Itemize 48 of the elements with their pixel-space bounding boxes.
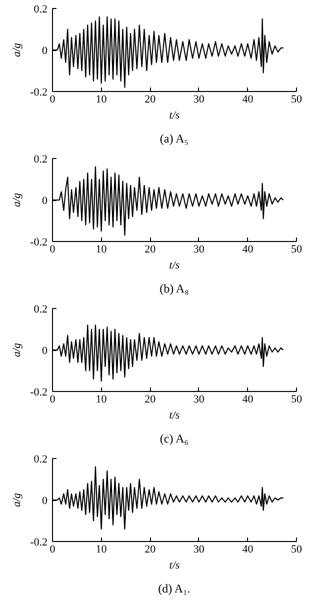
y-tick-label: -0.2 bbox=[30, 86, 48, 98]
x-tick-label: 50 bbox=[291, 394, 302, 406]
x-tick-label: 0 bbox=[50, 94, 56, 106]
y-tick-label: -0.2 bbox=[30, 386, 48, 398]
y-tick-label: 0.2 bbox=[34, 304, 48, 316]
x-tick-label: 50 bbox=[291, 94, 302, 106]
x-tick-label: 0 bbox=[50, 244, 56, 256]
y-tick-label: 0.2 bbox=[34, 454, 48, 466]
text: (b) A₈ bbox=[160, 282, 189, 296]
x-tick-label: 40 bbox=[242, 94, 254, 106]
x-axis-title: t/s bbox=[169, 260, 180, 272]
x-tick-label: 50 bbox=[291, 544, 302, 556]
x-tick-label: 0 bbox=[50, 544, 56, 556]
y-tick-label: 0 bbox=[42, 345, 48, 357]
y-axis-title: a/g bbox=[11, 342, 24, 358]
y-axis-title: a/g bbox=[11, 42, 24, 58]
x-tick-label: 20 bbox=[144, 244, 156, 256]
x-axis-title: t/s bbox=[169, 560, 180, 572]
x-tick-label: 50 bbox=[291, 244, 302, 256]
x-tick-label: 10 bbox=[96, 244, 108, 256]
x-tick-label: 20 bbox=[144, 394, 156, 406]
y-tick-label: 0.2 bbox=[34, 4, 48, 16]
y-tick-label: 0 bbox=[42, 495, 48, 507]
text: (c) A₆ bbox=[160, 432, 188, 446]
y-tick-label: 0 bbox=[42, 195, 48, 207]
x-tick-label: 40 bbox=[242, 544, 254, 556]
x-tick-label: 30 bbox=[193, 544, 205, 556]
x-tick-label: 0 bbox=[50, 394, 56, 406]
y-axis-title: a/g bbox=[11, 192, 24, 208]
x-tick-label: 40 bbox=[242, 394, 254, 406]
text: (d) A₁. bbox=[158, 582, 190, 596]
x-axis-title: t/s bbox=[169, 410, 180, 422]
x-tick-label: 30 bbox=[193, 94, 205, 106]
y-axis-title: a/g bbox=[11, 492, 24, 508]
x-tick-label: 40 bbox=[242, 244, 254, 256]
y-tick-label: -0.2 bbox=[30, 536, 48, 548]
y-tick-label: -0.2 bbox=[30, 236, 48, 248]
y-tick-label: 0.2 bbox=[34, 154, 48, 166]
x-axis-title: t/s bbox=[169, 110, 180, 122]
y-tick-label: 0 bbox=[42, 45, 48, 57]
x-tick-label: 20 bbox=[144, 544, 156, 556]
x-tick-label: 10 bbox=[96, 94, 108, 106]
x-tick-label: 30 bbox=[193, 244, 205, 256]
x-tick-label: 10 bbox=[96, 394, 108, 406]
text: (a) A₅ bbox=[160, 132, 188, 146]
x-tick-label: 30 bbox=[193, 394, 205, 406]
x-tick-label: 20 bbox=[144, 94, 156, 106]
x-tick-label: 10 bbox=[96, 544, 108, 556]
